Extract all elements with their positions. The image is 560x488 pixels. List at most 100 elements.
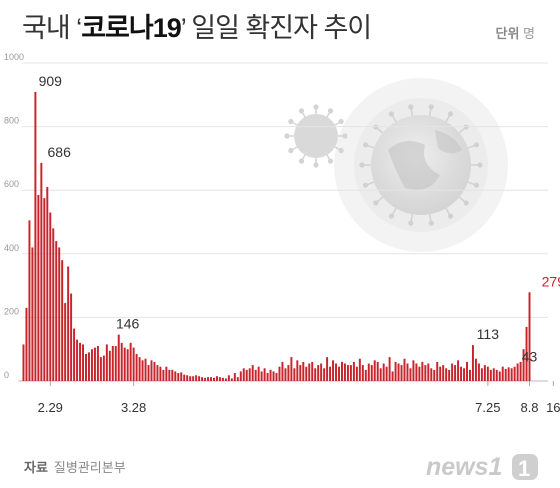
unit-label: 단위: [495, 26, 520, 41]
bar: [186, 375, 189, 381]
bar: [308, 363, 311, 381]
bar: [40, 162, 43, 381]
bar: [361, 365, 364, 381]
virus-large-spike-tip: [447, 213, 454, 219]
bar: [242, 368, 245, 381]
bar: [67, 266, 70, 381]
bar: [278, 366, 281, 381]
bar: [528, 292, 531, 381]
data-label: 43: [522, 348, 538, 364]
bar: [468, 369, 471, 381]
chart-title-suffix: ’ 일일 확진자 추이: [180, 13, 372, 43]
bar: [171, 369, 174, 381]
news1-logo-text: news1: [426, 453, 502, 481]
virus-small-spike-tip: [327, 158, 334, 164]
bar: [504, 368, 507, 381]
bar: [99, 357, 102, 381]
bar: [463, 368, 466, 381]
bar: [492, 368, 495, 381]
x-tick-label: 7.25: [475, 400, 500, 415]
bar: [207, 377, 210, 381]
bar: [314, 368, 317, 381]
bar: [245, 369, 248, 381]
bar: [385, 366, 388, 381]
bar: [427, 363, 430, 381]
bar: [352, 361, 355, 381]
source-label: 자료: [24, 460, 48, 475]
bar: [254, 369, 257, 381]
bar: [150, 360, 153, 381]
bar: [382, 363, 385, 381]
bar: [320, 363, 323, 381]
bar: [296, 360, 299, 381]
bar: [58, 247, 61, 381]
bar: [114, 346, 117, 381]
bar: [364, 369, 367, 381]
bar: [55, 241, 58, 381]
bar: [293, 368, 296, 381]
source-note: 자료 질병관리본부: [24, 457, 126, 476]
bar: [195, 375, 198, 381]
bar: [82, 344, 85, 381]
bar: [275, 373, 278, 381]
data-label: 909: [39, 73, 63, 89]
bar: [37, 194, 40, 381]
bar: [391, 371, 394, 381]
bar: [460, 366, 463, 381]
bar: [105, 344, 108, 381]
bar-layer: [22, 91, 531, 382]
news1-logo-badge: [512, 454, 538, 480]
y-tick-label: 1000: [4, 52, 24, 62]
bar: [147, 365, 150, 381]
bar: [239, 371, 242, 381]
virus-small-icon: [294, 114, 338, 158]
x-tick-label: 8.8: [520, 400, 538, 415]
bar: [201, 377, 204, 381]
bar: [135, 353, 138, 381]
bar: [117, 334, 120, 381]
bar: [311, 361, 314, 381]
bar: [388, 357, 391, 381]
bar: [49, 212, 52, 381]
bar: [519, 361, 522, 381]
bar: [451, 363, 454, 381]
bar: [192, 376, 195, 381]
data-label: 279: [542, 273, 560, 289]
bar: [159, 366, 162, 381]
bar: [236, 377, 239, 381]
bar: [34, 91, 37, 382]
chart-title-prefix: 국내 ‘: [22, 13, 82, 43]
bar: [516, 363, 519, 381]
x-tick-label: 2.29: [38, 400, 63, 415]
bar: [218, 377, 221, 381]
bar: [138, 357, 141, 381]
bar: [287, 365, 290, 381]
bar: [403, 358, 406, 381]
data-label: 113: [477, 326, 500, 342]
bar: [126, 349, 129, 381]
virus-small-spike-tip: [313, 162, 319, 168]
bar: [394, 361, 397, 381]
bar: [367, 363, 370, 381]
bar: [501, 366, 504, 381]
bar: [445, 368, 448, 381]
bar: [522, 349, 525, 381]
bar: [129, 342, 132, 381]
bar: [61, 260, 64, 381]
bar: [326, 357, 329, 381]
bar: [25, 307, 28, 381]
virus-large-spike-tip: [477, 162, 483, 168]
virus-large-spike-tip: [359, 162, 365, 168]
bar: [52, 228, 55, 381]
bar: [513, 366, 516, 381]
unit-value: 명: [523, 26, 535, 41]
bar: [454, 365, 457, 381]
bar: [108, 350, 111, 381]
virus-large-spike-tip: [473, 182, 480, 188]
bar: [204, 377, 207, 381]
chart-title-highlight: 코로나19: [81, 13, 182, 43]
bar: [46, 187, 49, 381]
bar: [474, 358, 477, 381]
virus-small-spike-tip: [284, 133, 290, 139]
